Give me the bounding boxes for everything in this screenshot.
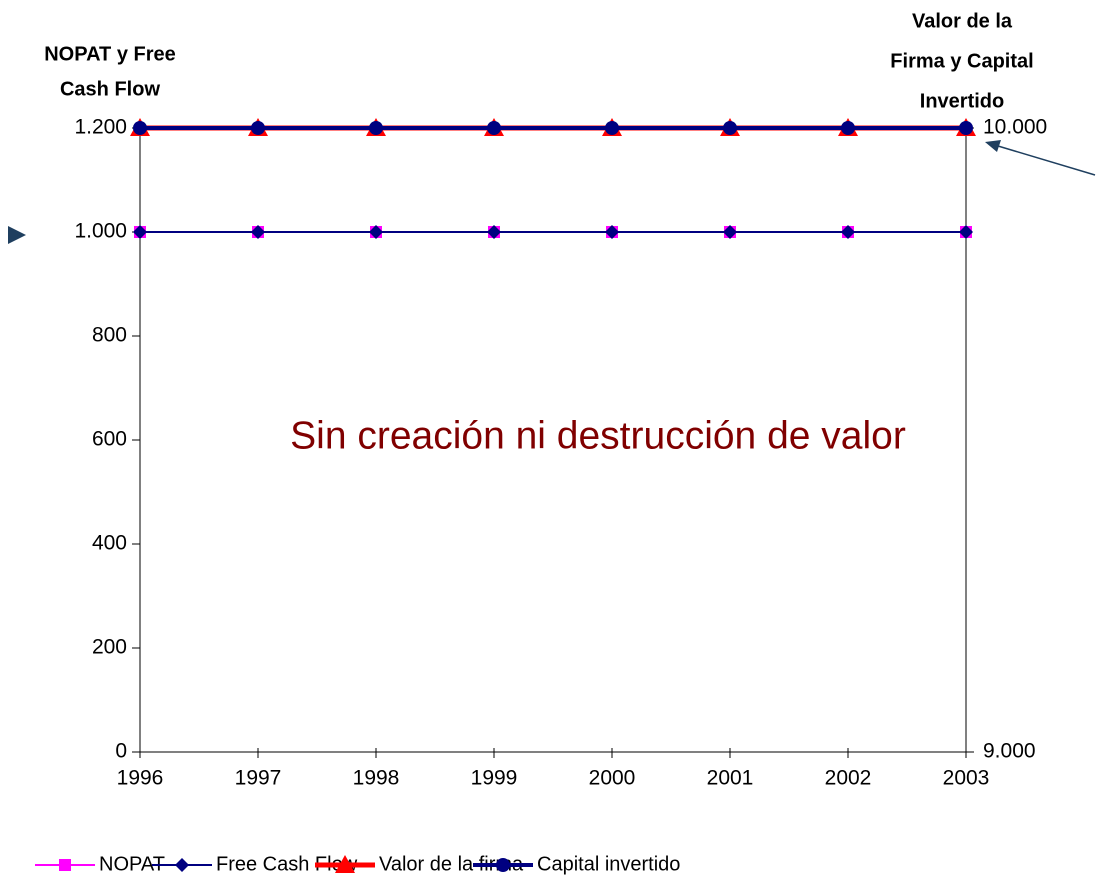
legend-label: Capital invertido <box>537 853 680 875</box>
data-point <box>251 225 265 239</box>
y-axis-title: Cash Flow <box>60 78 160 100</box>
data-point <box>251 121 265 135</box>
x-tick-label: 2001 <box>707 767 754 790</box>
x-tick-label: 1997 <box>235 767 282 790</box>
data-point <box>133 121 147 135</box>
y-tick-label: 1.200 <box>74 116 127 139</box>
y-tick-label: 800 <box>92 324 127 347</box>
data-point <box>605 225 619 239</box>
annotation: Sin creación ni destrucción de valor <box>290 414 906 457</box>
data-point <box>723 225 737 239</box>
pointer-arrow <box>985 140 1001 152</box>
data-point <box>841 225 855 239</box>
data-point <box>841 121 855 135</box>
x-tick-label: 2003 <box>943 767 990 790</box>
legend-marker <box>59 859 71 871</box>
data-point <box>369 225 383 239</box>
data-point <box>723 121 737 135</box>
y-tick-label: 1.000 <box>74 220 127 243</box>
data-point <box>605 121 619 135</box>
data-point <box>959 121 973 135</box>
y2-axis-title: Invertido <box>920 90 1004 112</box>
legend-label: Valor de la firma <box>379 853 524 875</box>
legend-marker <box>175 858 189 872</box>
x-tick-label: 1996 <box>117 767 164 790</box>
data-point <box>487 225 501 239</box>
legend-label: NOPAT <box>99 853 165 875</box>
legend-marker <box>335 855 355 873</box>
data-point <box>369 121 383 135</box>
y2-tick-label: 9.000 <box>983 740 1036 763</box>
y-axis-title: NOPAT y Free <box>44 43 176 65</box>
pointer-arrow <box>8 226 26 244</box>
y2-axis-title: Firma y Capital <box>890 50 1033 72</box>
pointer-line <box>997 145 1096 176</box>
y-tick-label: 400 <box>92 532 127 555</box>
y2-tick-label: 10.000 <box>983 116 1047 139</box>
x-tick-label: 2000 <box>589 767 636 790</box>
data-point <box>133 225 147 239</box>
legend-marker <box>496 858 510 872</box>
data-point <box>487 121 501 135</box>
y2-axis-title: Valor de la <box>912 10 1013 32</box>
y-tick-label: 0 <box>115 740 127 763</box>
legend-label: Free Cash Flow <box>216 853 358 875</box>
x-tick-label: 1999 <box>471 767 518 790</box>
data-point <box>959 225 973 239</box>
y-tick-label: 600 <box>92 428 127 451</box>
y-tick-label: 200 <box>92 636 127 659</box>
x-tick-label: 1998 <box>353 767 400 790</box>
x-tick-label: 2002 <box>825 767 872 790</box>
